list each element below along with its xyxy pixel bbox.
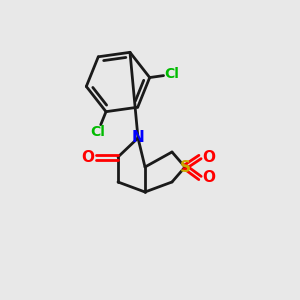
Text: Cl: Cl [164,68,179,82]
Text: O: O [202,149,215,164]
Text: Cl: Cl [90,125,105,139]
Text: N: N [132,130,144,146]
Text: S: S [179,160,191,175]
Text: O: O [82,149,94,164]
Text: O: O [202,170,215,185]
